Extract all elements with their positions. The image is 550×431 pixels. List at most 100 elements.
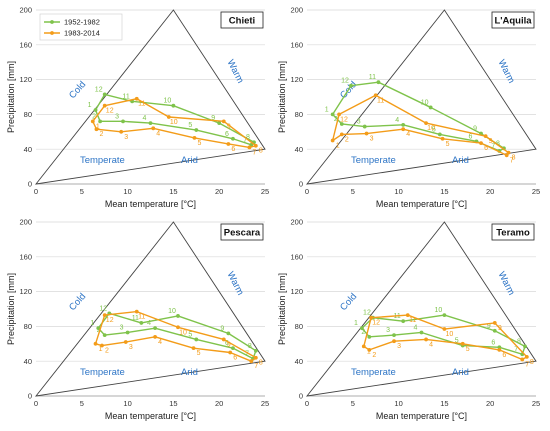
x-tick-label: 0 — [34, 399, 38, 408]
month-label: 2 — [97, 327, 101, 334]
month-label: 7 — [245, 351, 249, 358]
y-tick-label: 40 — [295, 357, 303, 366]
zone-label-arid: Arid — [181, 367, 198, 378]
x-tick-label: 20 — [215, 187, 223, 196]
x-tick-label: 10 — [394, 399, 402, 408]
data-point — [419, 330, 424, 335]
station-title: Teramo — [496, 228, 530, 239]
data-point — [442, 313, 447, 317]
data-point — [93, 341, 98, 346]
y-tick-label: 0 — [299, 180, 303, 189]
month-label: 1 — [90, 320, 94, 327]
data-point — [228, 350, 233, 355]
x-tick-label: 5 — [351, 399, 355, 408]
month-label: 5 — [446, 141, 450, 148]
month-label: 9 — [227, 123, 231, 130]
zone-label-warm: Warm — [225, 270, 246, 297]
month-label: 5 — [188, 331, 192, 338]
month-label: 9 — [227, 341, 231, 348]
month-label: 6 — [491, 339, 495, 346]
month-label: 6 — [225, 131, 229, 138]
station-title: Pescara — [224, 228, 261, 239]
data-point — [171, 103, 176, 108]
month-label: 11 — [394, 313, 401, 320]
data-point — [93, 108, 98, 112]
month-label: 1 — [99, 346, 103, 353]
data-point — [226, 142, 231, 146]
month-label: 12 — [363, 310, 371, 317]
x-tick-label: 15 — [169, 399, 177, 408]
zone-label-arid: Arid — [181, 155, 198, 166]
climate-triangle — [305, 221, 537, 397]
data-point — [123, 340, 128, 344]
data-point — [134, 309, 139, 314]
month-label: 10 — [435, 307, 443, 314]
month-label: 11 — [138, 101, 145, 108]
x-tick-label: 25 — [532, 399, 540, 408]
month-label: 7 — [254, 363, 258, 370]
x-axis-label: Mean temperature [°C] — [376, 411, 467, 421]
data-point — [217, 121, 222, 125]
month-label: 3 — [120, 324, 124, 331]
data-point — [176, 325, 180, 330]
y-tick-label: 120 — [19, 75, 32, 84]
x-tick-label: 15 — [440, 399, 448, 408]
month-label: 10 — [421, 99, 429, 106]
data-point — [221, 337, 226, 342]
data-point — [226, 331, 231, 336]
month-label: 8 — [496, 140, 500, 147]
month-label: 9 — [498, 325, 502, 332]
month-label: 2 — [100, 131, 104, 138]
legend-marker — [50, 31, 54, 35]
data-point — [442, 327, 447, 331]
zone-label-cold: Cold — [338, 291, 359, 313]
data-point — [153, 326, 157, 331]
data-point — [362, 124, 367, 129]
zone-label-arid: Arid — [452, 367, 469, 378]
zone-label-arid: Arid — [452, 155, 469, 166]
month-label: 4 — [414, 324, 418, 331]
data-point — [337, 112, 341, 117]
data-point — [520, 357, 525, 362]
zone-label-warm: Warm — [496, 58, 517, 85]
data-point — [102, 92, 107, 97]
y-tick-label: 40 — [295, 145, 303, 154]
month-label: 3 — [129, 344, 133, 351]
data-point — [367, 334, 372, 339]
month-label: 2 — [361, 329, 365, 336]
month-label: 7 — [252, 149, 256, 156]
data-point — [192, 135, 197, 140]
month-label: 6 — [484, 145, 488, 152]
series-line — [97, 312, 257, 360]
month-label: 2 — [345, 136, 349, 143]
month-label: 5 — [198, 140, 202, 147]
data-point — [194, 128, 199, 132]
month-label: 9 — [487, 323, 491, 330]
y-tick-label: 0 — [299, 392, 303, 401]
month-label: 1 — [336, 143, 340, 150]
y-tick-label: 40 — [24, 357, 32, 366]
month-label: 10 — [168, 308, 176, 315]
zone-label-temperate: Temperate — [80, 367, 125, 378]
month-label: 12 — [106, 108, 114, 115]
data-point — [249, 359, 254, 364]
x-tick-label: 20 — [486, 187, 494, 196]
month-label: 1 — [354, 320, 358, 327]
data-point — [364, 131, 369, 136]
data-point — [339, 132, 344, 137]
data-point — [373, 93, 378, 98]
month-label: 5 — [432, 126, 436, 133]
y-tick-label: 80 — [295, 322, 303, 331]
month-label: 8 — [259, 360, 263, 367]
x-tick-label: 5 — [80, 399, 84, 408]
month-label: 4 — [429, 341, 433, 348]
x-axis-label: Mean temperature [°C] — [105, 199, 196, 209]
data-point — [253, 355, 258, 360]
y-tick-label: 40 — [24, 145, 32, 154]
x-tick-label: 0 — [34, 187, 38, 196]
month-label: 12 — [95, 86, 103, 93]
month-label: 10 — [427, 125, 435, 132]
